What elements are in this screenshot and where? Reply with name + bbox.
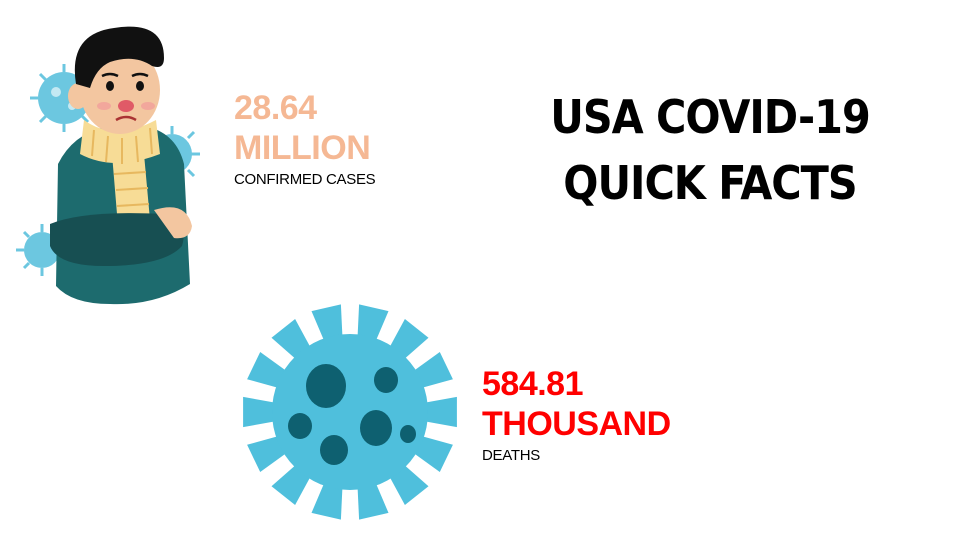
deaths-label: DEATHS (482, 447, 540, 464)
virus-icon (243, 304, 457, 520)
virus-spike (243, 396, 281, 428)
deaths-unit: THOUSAND (482, 405, 671, 443)
confirmed-cases-unit: MILLION (234, 129, 371, 167)
sick-person-illustration (16, 26, 200, 305)
title-line-2: QUICK FACTS (563, 156, 857, 210)
deaths-stat: 584.81 THOUSAND DEATHS (482, 364, 671, 466)
virus-spike (419, 396, 457, 428)
confirmed-cases-stat: 28.64 MILLION CONFIRMED CASES (234, 88, 376, 190)
page-title: USA COVID-19 QUICK FACTS (520, 84, 900, 216)
title-line-1: USA COVID-19 (550, 90, 871, 144)
confirmed-cases-number: 28.64 (234, 89, 317, 127)
deaths-number: 584.81 (482, 365, 583, 403)
confirmed-cases-label: CONFIRMED CASES (234, 171, 376, 188)
